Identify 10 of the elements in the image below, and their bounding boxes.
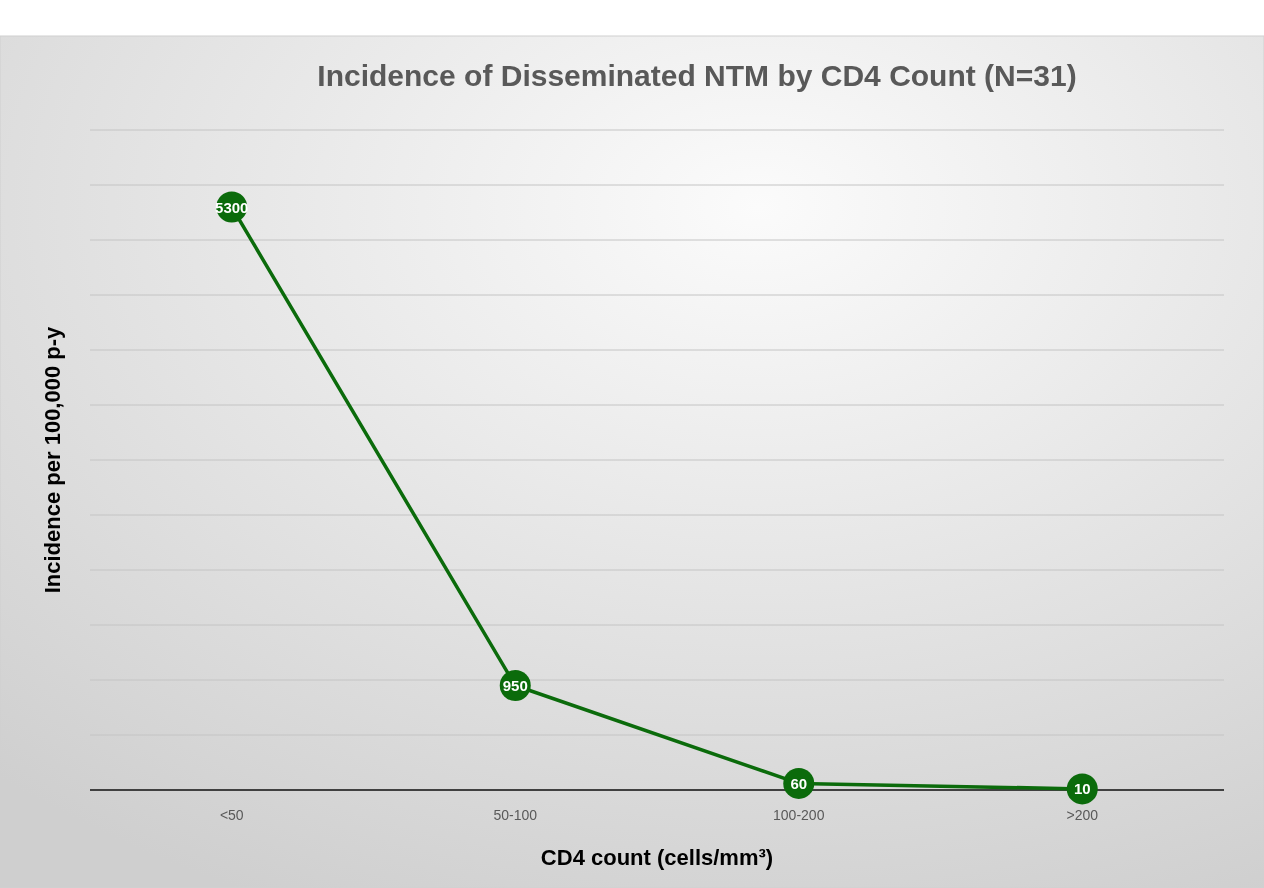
- y-axis-title: Incidence per 100,000 p-y: [40, 325, 65, 594]
- chart-title: Incidence of Disseminated NTM by CD4 Count (N=31): [317, 59, 1077, 92]
- x-tick-label: 100-200: [773, 807, 825, 823]
- x-tick-label: 50-100: [493, 807, 538, 823]
- x-tick-label: <50: [219, 807, 244, 823]
- x-tick-label: >200: [1066, 807, 1099, 823]
- x-axis-title: CD4 count (cells/mm³): [540, 845, 774, 870]
- data-label: 950: [502, 677, 528, 694]
- data-label: 10: [1073, 780, 1091, 798]
- data-label: 60: [790, 774, 808, 792]
